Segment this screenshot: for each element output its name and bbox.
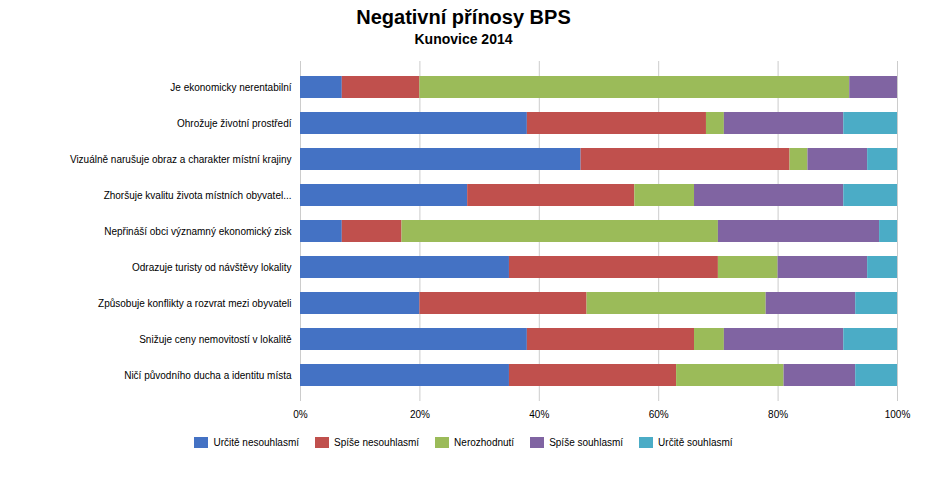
svg-text:Zhoršuje kvalitu života místní: Zhoršuje kvalitu života místních obyvate…	[104, 190, 292, 201]
svg-text:Ničí původního ducha a identit: Ničí původního ducha a identitu místa	[124, 370, 292, 381]
svg-text:Způsobuje konflikty a rozvrat: Způsobuje konflikty a rozvrat mezi obyva…	[98, 298, 291, 309]
html-text:Negativní přínosy BPS: Negativní přínosy BPS	[356, 6, 571, 28]
svg-text:Vizuálně narušuje obraz a char: Vizuálně narušuje obraz a charakter míst…	[70, 154, 292, 165]
svg-text:20%: 20%	[410, 409, 430, 420]
svg-text:100%: 100%	[885, 409, 911, 420]
svg-text:Je ekonomicky nerentabilní: Je ekonomicky nerentabilní	[170, 82, 291, 93]
html-text:Nerozhodnutí: Nerozhodnutí	[454, 437, 515, 448]
html-text:Spíše souhlasmí: Spíše souhlasmí	[549, 437, 624, 448]
html-text:Určitě souhlasmí: Určitě souhlasmí	[658, 437, 733, 448]
svg-text:Nepřináší obci významný ekonom: Nepřináší obci významný ekonomický zisk	[104, 226, 292, 237]
svg-text:Odrazuje turisty od návštěvy l: Odrazuje turisty od návštěvy lokality	[132, 262, 292, 273]
svg-text:40%: 40%	[529, 409, 549, 420]
html-text:Určitě nesouhlasmí: Určitě nesouhlasmí	[213, 437, 299, 448]
svg-text:60%: 60%	[649, 409, 669, 420]
svg-text:Snižuje ceny nemovitostí v lok: Snižuje ceny nemovitostí v lokalitě	[139, 334, 292, 345]
html-text:Kunovice 2014: Kunovice 2014	[414, 31, 513, 47]
svg-text:Ohrožuje životní prostředí: Ohrožuje životní prostředí	[177, 118, 292, 129]
svg-text:80%: 80%	[768, 409, 788, 420]
svg-text:0%: 0%	[293, 409, 308, 420]
html-text:Spíše nesouhlasmí: Spíše nesouhlasmí	[334, 437, 420, 448]
